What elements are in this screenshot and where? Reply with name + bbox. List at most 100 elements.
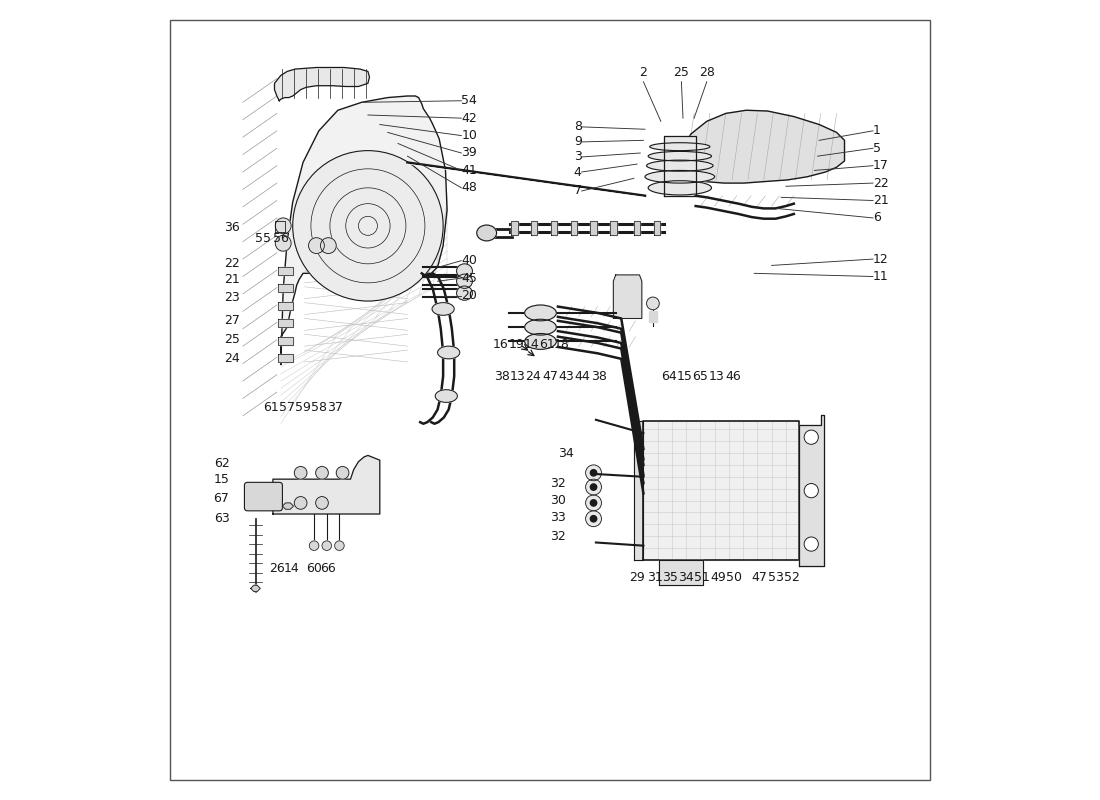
Circle shape: [804, 483, 818, 498]
Polygon shape: [277, 302, 293, 310]
Circle shape: [316, 466, 328, 479]
Ellipse shape: [476, 225, 496, 241]
Text: 61: 61: [264, 402, 279, 414]
Circle shape: [322, 541, 331, 550]
Text: 4: 4: [574, 166, 582, 178]
Text: 26: 26: [270, 562, 285, 574]
Text: 59: 59: [295, 402, 311, 414]
Text: 23: 23: [224, 290, 240, 303]
Circle shape: [585, 495, 602, 511]
Circle shape: [647, 297, 659, 310]
Text: 44: 44: [574, 370, 591, 383]
Text: 57: 57: [279, 402, 295, 414]
Text: 20: 20: [461, 289, 477, 302]
Text: 37: 37: [327, 402, 342, 414]
Text: 1: 1: [873, 124, 881, 138]
Polygon shape: [614, 275, 641, 318]
Text: 47: 47: [542, 370, 558, 383]
Polygon shape: [591, 221, 596, 235]
Ellipse shape: [648, 181, 712, 195]
Circle shape: [585, 479, 602, 495]
Text: 25: 25: [223, 334, 240, 346]
Text: 54: 54: [461, 94, 477, 107]
Text: 13: 13: [509, 370, 526, 383]
Text: 38: 38: [591, 370, 607, 383]
Ellipse shape: [438, 346, 460, 359]
Circle shape: [293, 150, 443, 301]
Polygon shape: [551, 221, 557, 235]
Circle shape: [804, 537, 818, 551]
Circle shape: [334, 541, 344, 550]
Text: 12: 12: [873, 253, 889, 266]
Ellipse shape: [525, 305, 557, 321]
Ellipse shape: [525, 334, 557, 350]
Text: 6: 6: [873, 211, 881, 225]
Text: 35: 35: [662, 571, 679, 584]
Polygon shape: [251, 586, 261, 591]
Text: 40: 40: [461, 254, 477, 267]
Text: 51: 51: [694, 571, 710, 584]
FancyBboxPatch shape: [244, 482, 283, 511]
Text: 52: 52: [784, 571, 800, 584]
Circle shape: [309, 541, 319, 550]
Text: 36: 36: [224, 221, 240, 234]
Text: 34: 34: [558, 447, 574, 460]
Circle shape: [591, 515, 596, 522]
Text: 66: 66: [320, 562, 337, 574]
Circle shape: [295, 497, 307, 510]
Text: 56: 56: [273, 232, 289, 245]
Ellipse shape: [456, 264, 472, 278]
Text: 14: 14: [524, 338, 540, 351]
Text: 21: 21: [224, 273, 240, 286]
Text: 67: 67: [213, 493, 230, 506]
Text: 18: 18: [554, 338, 570, 351]
Circle shape: [275, 218, 292, 234]
Text: 58: 58: [311, 402, 327, 414]
Polygon shape: [275, 221, 285, 232]
Circle shape: [591, 500, 596, 506]
Ellipse shape: [648, 151, 712, 161]
Text: 48: 48: [461, 182, 477, 194]
Text: 50: 50: [726, 571, 741, 584]
Polygon shape: [649, 311, 657, 322]
Polygon shape: [664, 110, 845, 183]
Text: 32: 32: [550, 530, 565, 542]
Text: 28: 28: [698, 66, 715, 78]
Polygon shape: [634, 221, 640, 235]
Polygon shape: [653, 221, 660, 235]
Circle shape: [585, 511, 602, 526]
Polygon shape: [277, 337, 293, 345]
Text: 41: 41: [461, 164, 477, 177]
Text: 34: 34: [679, 571, 694, 584]
Text: 53: 53: [768, 571, 783, 584]
Text: 60: 60: [306, 562, 322, 574]
Polygon shape: [799, 415, 824, 566]
Polygon shape: [277, 319, 293, 327]
Polygon shape: [664, 136, 695, 196]
Text: 19: 19: [509, 338, 525, 351]
Text: 62: 62: [213, 457, 230, 470]
Text: 5: 5: [873, 142, 881, 154]
Text: 2: 2: [639, 66, 648, 78]
Ellipse shape: [525, 319, 557, 335]
Ellipse shape: [645, 170, 715, 183]
Polygon shape: [283, 503, 294, 510]
Polygon shape: [531, 221, 537, 235]
Circle shape: [591, 484, 596, 490]
Circle shape: [804, 430, 818, 444]
Circle shape: [320, 238, 337, 254]
Polygon shape: [644, 422, 799, 560]
Polygon shape: [273, 455, 380, 514]
Circle shape: [591, 470, 596, 476]
Circle shape: [308, 238, 324, 254]
Circle shape: [337, 466, 349, 479]
Ellipse shape: [436, 390, 458, 402]
Text: 46: 46: [726, 370, 741, 383]
Text: 9: 9: [574, 135, 582, 149]
Text: 11: 11: [873, 270, 889, 283]
Text: 39: 39: [461, 146, 477, 159]
Text: 42: 42: [461, 112, 477, 125]
Text: 65: 65: [693, 370, 708, 383]
Text: 45: 45: [461, 271, 477, 285]
Text: 8: 8: [574, 120, 582, 134]
